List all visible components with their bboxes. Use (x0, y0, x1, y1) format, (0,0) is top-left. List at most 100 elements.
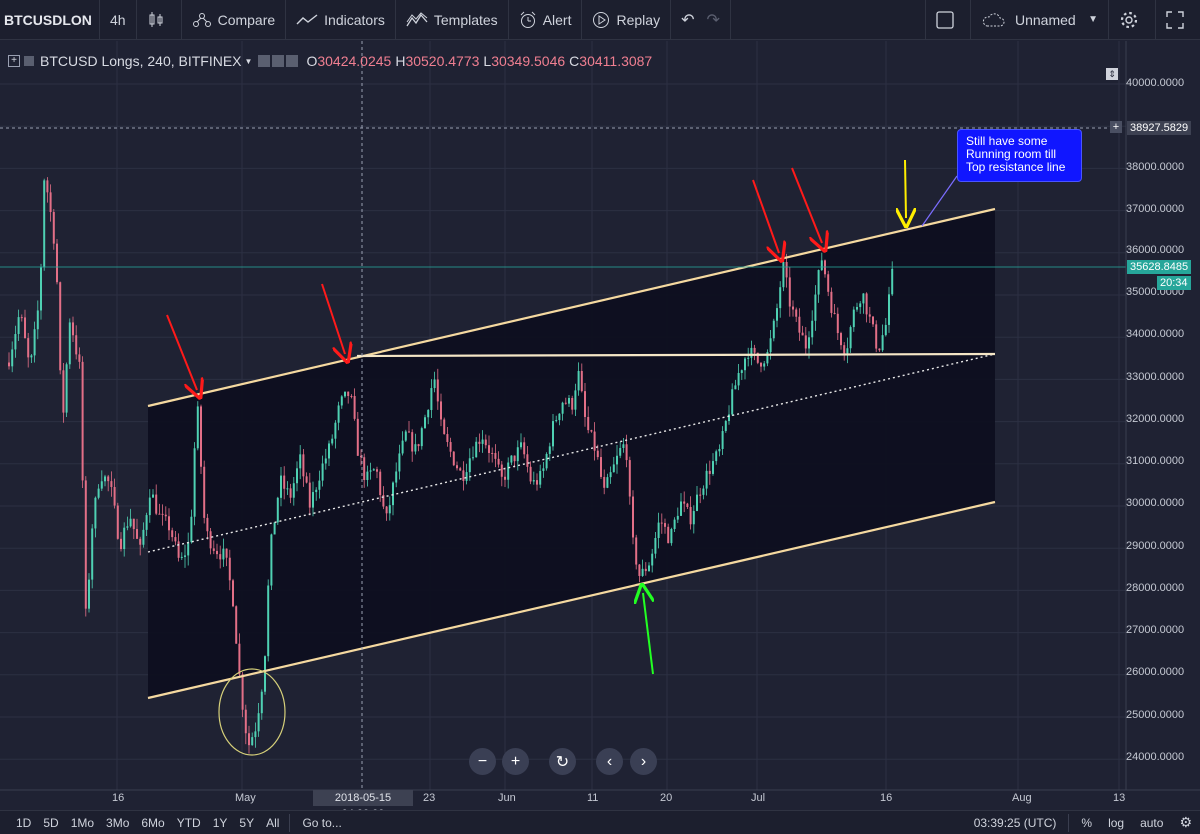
price-label: 24000.0000 (1126, 751, 1185, 763)
square-icon (936, 10, 954, 29)
zoom-out-button[interactable]: − (469, 748, 496, 775)
add-horizontal-line-icon[interactable]: + (1110, 121, 1122, 133)
fullscreen-button[interactable] (925, 0, 971, 40)
candle-body (667, 526, 670, 544)
undo-redo-group: ↶ ↷ (671, 0, 731, 40)
candle-body (651, 553, 654, 566)
candle-body (436, 379, 439, 402)
candle-body (11, 349, 14, 367)
candle-body (536, 480, 538, 485)
candle-body (312, 492, 314, 508)
range-1mo[interactable]: 1Mo (70, 815, 95, 830)
candle-body (273, 522, 276, 535)
range-1y[interactable]: 1Y (212, 815, 228, 830)
candle-body (465, 472, 468, 481)
candle-body (516, 447, 519, 462)
price-chart[interactable] (0, 0, 1200, 810)
candle-body (561, 402, 564, 414)
candle-body (769, 338, 772, 353)
settings-button[interactable] (1109, 0, 1156, 40)
expand-icon (1166, 10, 1184, 29)
indicators-button[interactable]: Indicators (286, 0, 396, 40)
candle-body (680, 501, 682, 516)
alert-button[interactable]: Alert (509, 0, 583, 40)
range-3mo[interactable]: 3Mo (106, 815, 130, 830)
candle-body (606, 477, 609, 488)
candle-body (488, 445, 490, 453)
auto-toggle[interactable]: auto (1140, 815, 1164, 830)
candle-body (737, 372, 740, 386)
candle-body (164, 514, 167, 517)
candle-body (798, 316, 801, 333)
candle-body (683, 501, 686, 504)
candle-body (289, 488, 292, 498)
candle-body (132, 518, 135, 530)
range-ytd[interactable]: YTD (176, 815, 201, 830)
axis-scroll-icon[interactable]: ⇕ (1106, 68, 1118, 80)
candle-body (420, 428, 423, 447)
candle-body (715, 451, 718, 462)
candle-body (17, 317, 20, 335)
candle-body (344, 391, 346, 397)
symbol-search-field[interactable]: BTCUSDLON (0, 0, 100, 40)
range-5d[interactable]: 5D (43, 815, 59, 830)
templates-button[interactable]: Templates (396, 0, 509, 40)
candle-body (497, 458, 500, 465)
candle-body (500, 464, 503, 477)
range-1d[interactable]: 1D (16, 815, 32, 830)
goto-button[interactable]: Go to... (302, 815, 342, 830)
scroll-left-button[interactable]: ‹ (596, 748, 623, 775)
candle-body (209, 531, 212, 549)
legend-expand-icon[interactable]: + (8, 55, 20, 67)
layout-name-button[interactable]: Unnamed ▼ (971, 0, 1109, 40)
range-all[interactable]: All (266, 815, 280, 830)
candle-body (814, 294, 817, 321)
bottom-toolbar: 1D 5D 1Mo 3Mo 6Mo YTD 1Y 5Y All Go to...… (0, 810, 1200, 834)
candle-body (532, 480, 535, 482)
toolbar-right-group: Unnamed ▼ (925, 0, 1200, 40)
candle-body (654, 538, 657, 554)
replay-button[interactable]: Replay (582, 0, 672, 40)
candle-body (590, 430, 593, 432)
zoom-in-button[interactable]: + (502, 748, 529, 775)
chevron-down-icon[interactable]: ▼ (244, 56, 253, 66)
candle-body (881, 335, 884, 351)
candle-body (875, 324, 878, 349)
candle-body (363, 457, 366, 480)
candle-body (193, 448, 196, 517)
expand-button[interactable] (1156, 0, 1200, 40)
close-small-icon[interactable] (286, 55, 299, 67)
candle-body (622, 444, 625, 448)
settings-small-icon[interactable] (272, 55, 285, 67)
chart-legend: + BTCUSD Longs, 240, BITFINEX ▼ O30424.0… (8, 52, 652, 70)
interval-button[interactable]: 4h (100, 0, 137, 40)
candle-body (504, 476, 506, 480)
annotation-note[interactable]: Still have some Running room till Top re… (957, 129, 1082, 182)
undo-icon[interactable]: ↶ (681, 11, 695, 29)
scroll-right-button[interactable]: › (630, 748, 657, 775)
legend-title[interactable]: BTCUSD Longs, 240, BITFINEX (40, 53, 242, 69)
log-toggle[interactable]: log (1108, 815, 1125, 830)
candle-body (56, 243, 58, 283)
compare-button[interactable]: Compare (182, 0, 287, 40)
price-label: 31000.0000 (1126, 455, 1185, 467)
candle-body (529, 466, 532, 482)
candle-body (696, 494, 698, 512)
candle-body (68, 322, 71, 365)
reset-chart-button[interactable]: ↻ (549, 748, 576, 775)
settings-small-gear-icon[interactable]: ⚙ (1179, 814, 1192, 830)
candle-body (456, 465, 458, 469)
range-5y[interactable]: 5Y (239, 815, 255, 830)
candle-body (72, 322, 74, 336)
percent-toggle[interactable]: % (1081, 815, 1093, 830)
chart-type-button[interactable] (137, 0, 182, 40)
candle-body (321, 463, 324, 481)
time-label: 20 (660, 792, 673, 804)
utc-clock[interactable]: 03:39:25 (UTC) (973, 815, 1057, 830)
eye-icon[interactable] (258, 55, 271, 67)
candle-body (120, 538, 122, 550)
redo-icon[interactable]: ↷ (706, 11, 720, 29)
range-6mo[interactable]: 6Mo (141, 815, 165, 830)
candle-body (184, 555, 186, 557)
candle-body (276, 497, 279, 523)
